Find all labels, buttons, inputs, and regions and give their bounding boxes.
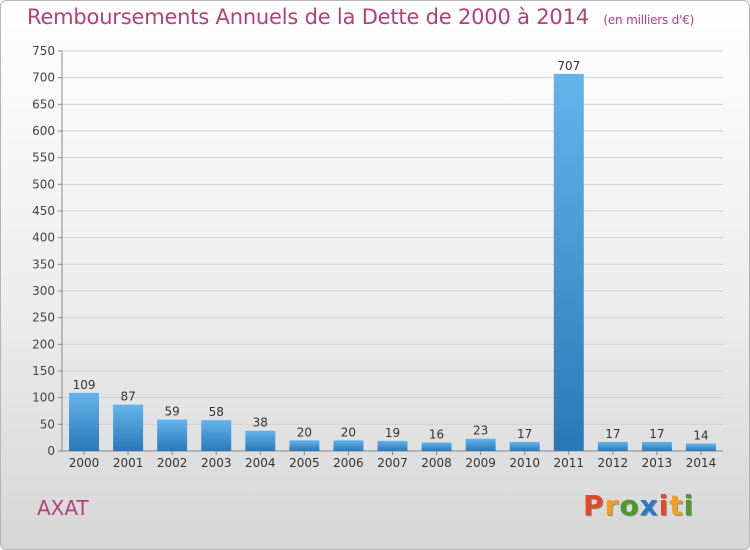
y-tick-label: 550 [32,151,55,165]
data-label: 707 [557,59,580,73]
x-tick-label: 2007 [377,456,408,470]
y-tick-label: 0 [47,444,55,458]
x-tick-label: 2003 [201,456,232,470]
data-label: 16 [429,427,444,441]
logo-letter: o [619,489,640,522]
x-tick-label: 2013 [642,456,673,470]
chart-title: Remboursements Annuels de la Dette de 20… [27,5,694,29]
x-tick-label: 2009 [465,456,496,470]
data-label: 23 [473,424,488,438]
y-tick-label: 500 [32,177,55,191]
x-tick-label: 2010 [509,456,540,470]
bar [157,419,188,451]
x-tick-label: 2005 [289,456,320,470]
x-tick-label: 2012 [598,456,629,470]
x-tick-label: 2011 [553,456,584,470]
data-label: 38 [253,416,268,430]
bar [289,440,320,451]
data-label: 19 [385,426,400,440]
x-tick-label: 2014 [686,456,717,470]
y-tick-label: 650 [32,97,55,111]
x-tick-label: 2004 [245,456,276,470]
proxiti-logo: Proxiti [583,489,694,522]
x-tick-label: 2006 [333,456,364,470]
data-label: 59 [165,405,180,419]
bar [113,404,144,451]
data-label: 58 [209,405,224,419]
data-label: 109 [73,378,96,392]
logo-letter: i [683,489,695,522]
bar [421,442,452,451]
chart-subtitle: (en milliers d'€) [603,13,695,27]
bar [69,392,100,451]
x-tick-label: 2000 [69,456,100,470]
logo-letter: P [583,489,605,522]
data-label: 14 [693,429,708,443]
logo-letter: i [658,489,670,522]
chart-title-text: Remboursements Annuels de la Dette de 20… [27,5,589,29]
data-label: 17 [605,427,620,441]
x-tick-label: 2002 [157,456,188,470]
y-tick-label: 150 [32,364,55,378]
logo-letter: x [639,489,659,522]
bar [597,441,628,451]
bar [465,438,496,451]
logo-letter: t [669,489,684,522]
y-tick-label: 600 [32,124,55,138]
bar [201,420,232,451]
bar [685,443,716,451]
y-tick-label: 100 [32,391,55,405]
bar [509,441,540,451]
y-tick-label: 450 [32,204,55,218]
y-tick-label: 350 [32,257,55,271]
y-tick-label: 200 [32,337,55,351]
y-tick-label: 700 [32,71,55,85]
bar [377,440,408,451]
bar [333,440,364,451]
x-tick-label: 2008 [421,456,452,470]
y-tick-label: 400 [32,231,55,245]
data-label: 17 [517,427,532,441]
y-tick-label: 300 [32,284,55,298]
y-tick-label: 250 [32,311,55,325]
bar [245,430,276,451]
y-tick-label: 50 [40,417,55,431]
data-label: 87 [120,390,135,404]
place-name: AXAT [37,496,89,520]
bar [641,441,672,451]
data-label: 20 [297,425,312,439]
y-tick-label: 750 [32,44,55,58]
data-label: 17 [649,427,664,441]
bar [553,73,584,451]
data-label: 20 [341,425,356,439]
logo-letter: r [604,489,620,522]
x-tick-label: 2001 [113,456,144,470]
